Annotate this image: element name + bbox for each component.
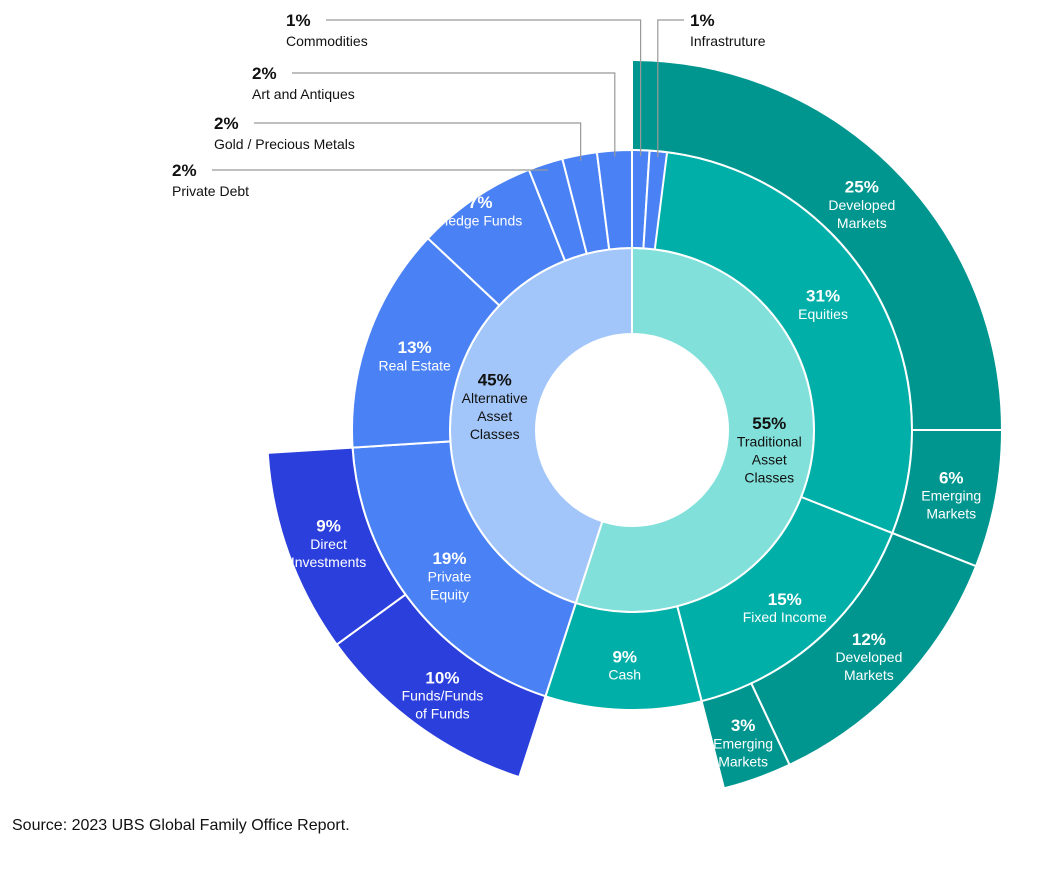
middle-label-hedge-funds-text: Hedge Funds	[438, 212, 522, 228]
middle-label-private-equity: 19%Private Equity	[428, 549, 472, 602]
middle-label-cash-value: 9%	[612, 647, 637, 666]
outer-label-private-equity-direct-investments-value: 9%	[316, 517, 341, 536]
leader-line-art-and-antiques	[292, 72, 616, 157]
middle-label-fixed-income-text: Fixed Income	[743, 609, 827, 625]
outer-label-fixed-income-developed-markets-text: Developed	[835, 649, 902, 665]
outer-label-equities-emerging-markets-text: Emerging	[921, 488, 981, 504]
inner-label-traditional-asset-classes-value: 55%	[752, 414, 786, 433]
middle-label-real-estate: 13%Real Estate	[378, 338, 451, 373]
middle-label-fixed-income-value: 15%	[768, 590, 802, 609]
inner-label-traditional-asset-classes: 55%Traditional Asset Classes	[737, 414, 802, 485]
inner-label-alternative-asset-classes: 45%Alternative Asset Classes	[462, 371, 528, 442]
outer-label-equities-developed-markets-value: 25%	[845, 178, 879, 197]
inner-label-alternative-asset-classes-text: Classes	[470, 426, 520, 442]
middle-label-fixed-income: 15%Fixed Income	[743, 590, 827, 625]
outer-label-equities-emerging-markets-text: Markets	[926, 506, 976, 522]
inner-label-traditional-asset-classes-text: Traditional	[737, 433, 802, 449]
donut-hole	[536, 334, 728, 526]
outer-label-equities-emerging-markets: 6%Emerging Markets	[921, 468, 981, 521]
source-note: Source: 2023 UBS Global Family Office Re…	[12, 817, 350, 834]
callout-text-commodities: Commodities	[286, 33, 368, 49]
callout-text-private-debt: Private Debt	[172, 183, 249, 199]
outer-label-fixed-income-emerging-markets-value: 3%	[731, 716, 756, 735]
outer-label-equities-emerging-markets-value: 6%	[939, 468, 964, 487]
callout-text-gold-precious-metals: Gold / Precious Metals	[214, 136, 355, 152]
outer-label-private-equity-funds-funds-of-funds-value: 10%	[425, 668, 459, 687]
outer-label-fixed-income-developed-markets-value: 12%	[852, 630, 886, 649]
outer-label-private-equity-direct-investments: 9%Direct Investments	[291, 517, 366, 570]
leader-line-private-debt	[212, 169, 548, 171]
outer-label-private-equity-direct-investments-text: Direct	[310, 536, 347, 552]
callout-value-private-debt: 2%	[172, 161, 197, 180]
inner-label-traditional-asset-classes-text: Asset	[752, 451, 787, 467]
middle-label-equities-text: Equities	[798, 306, 848, 322]
callout-text-art-and-antiques: Art and Antiques	[252, 86, 355, 102]
middle-label-private-equity-text: Private	[428, 568, 472, 584]
inner-label-traditional-asset-classes-text: Classes	[744, 469, 794, 485]
outer-label-private-equity-funds-funds-of-funds: 10%Funds/Funds of Funds	[402, 668, 484, 721]
callout-value-gold-precious-metals: 2%	[214, 114, 239, 133]
callout-value-infrastruture: 1%	[690, 11, 715, 30]
callout-value-commodities: 1%	[286, 11, 311, 30]
callout-text-infrastruture: Infrastruture	[690, 33, 766, 49]
middle-label-cash-text: Cash	[608, 667, 641, 683]
middle-label-cash: 9%Cash	[608, 647, 641, 682]
outer-label-private-equity-direct-investments-text: Investments	[291, 554, 366, 570]
middle-label-private-equity-text: Equity	[430, 586, 469, 602]
leader-line-gold-precious-metals	[254, 122, 582, 161]
outer-label-fixed-income-emerging-markets-text: Markets	[718, 753, 768, 769]
outer-label-fixed-income-emerging-markets: 3%Emerging Markets	[713, 716, 773, 769]
middle-label-equities: 31%Equities	[798, 287, 848, 322]
outer-slice-fixed-income-emerging-markets	[700, 682, 791, 790]
callout-value-art-and-antiques: 2%	[252, 64, 277, 83]
middle-label-hedge-funds-value: 7%	[468, 193, 493, 212]
outer-label-fixed-income-emerging-markets-text: Emerging	[713, 735, 773, 751]
outer-label-private-equity-funds-funds-of-funds-text: Funds/Funds	[402, 688, 484, 704]
leader-line-infrastruture	[657, 19, 684, 158]
outer-label-fixed-income-developed-markets-text: Markets	[844, 667, 894, 683]
inner-label-alternative-asset-classes-text: Asset	[477, 408, 512, 424]
outer-slice-private-equity-direct-investments	[266, 446, 407, 646]
middle-label-equities-value: 31%	[806, 287, 840, 306]
middle-label-hedge-funds: 7%Hedge Funds	[438, 193, 522, 228]
outer-label-private-equity-funds-funds-of-funds-text: of Funds	[415, 706, 469, 722]
inner-label-alternative-asset-classes-value: 45%	[478, 371, 512, 390]
middle-label-real-estate-value: 13%	[398, 338, 432, 357]
outer-label-equities-developed-markets-text: Developed	[828, 197, 895, 213]
outer-slice-equities-developed-markets	[631, 58, 1004, 431]
middle-label-real-estate-text: Real Estate	[378, 357, 451, 373]
inner-label-alternative-asset-classes-text: Alternative	[462, 390, 528, 406]
outer-label-equities-developed-markets-text: Markets	[837, 215, 887, 231]
outer-label-equities-developed-markets: 25%Developed Markets	[828, 178, 895, 231]
outer-label-fixed-income-developed-markets: 12%Developed Markets	[835, 630, 902, 683]
middle-label-private-equity-value: 19%	[432, 549, 466, 568]
leader-line-commodities	[326, 19, 642, 157]
